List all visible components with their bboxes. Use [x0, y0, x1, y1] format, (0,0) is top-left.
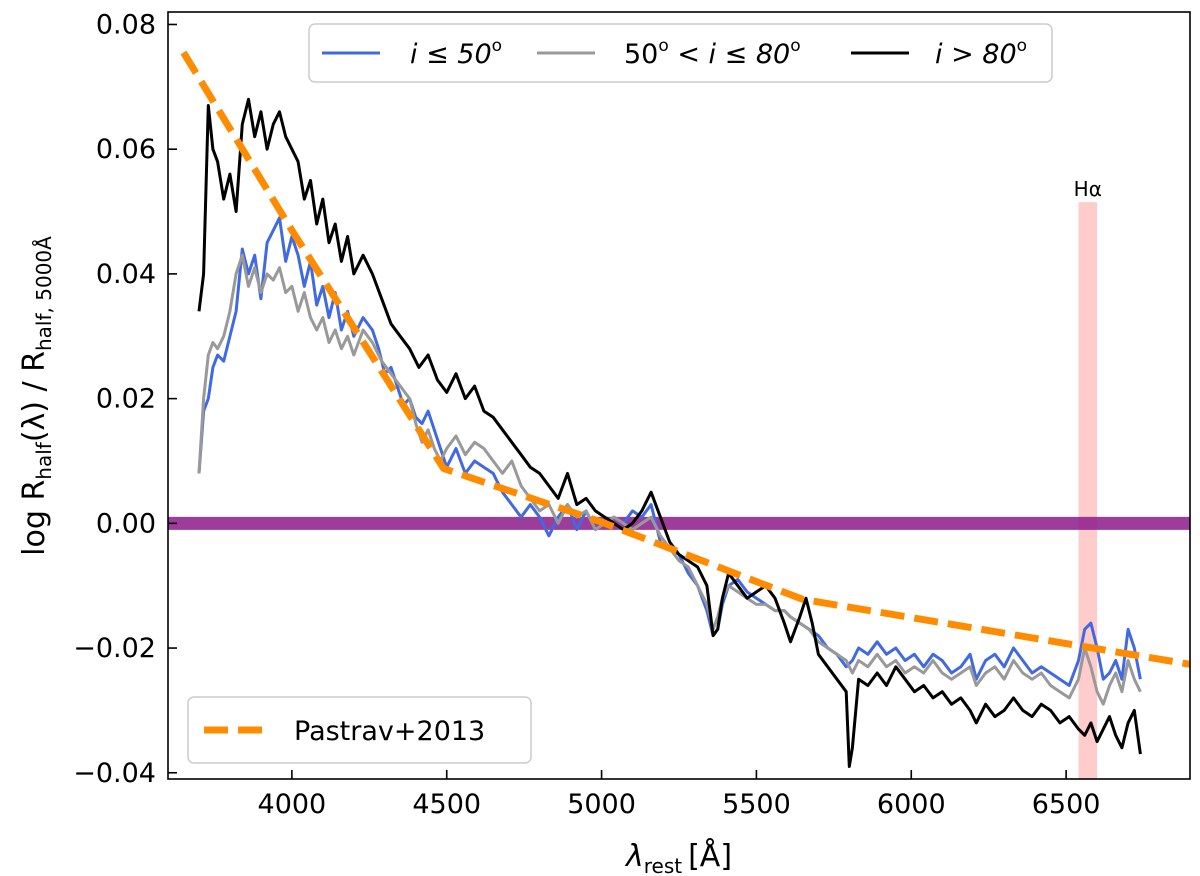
halpha-band [1078, 202, 1098, 779]
y-axis-ticks: −0.04 −0.02 0.00 0.02 0.04 0.06 0.08 [73, 9, 177, 789]
legend-top: i ≤ 50o 50o < i ≤ 80o i > 80o [308, 23, 1053, 83]
y-tick-label: 0.00 [96, 508, 156, 539]
legend-top-box [308, 23, 1053, 83]
plot-frame [167, 11, 1191, 780]
x-tick-label: 5500 [722, 789, 791, 820]
legend-label-i-gt-80: i > 80o [935, 36, 1027, 70]
legend-label-i-le-50: i ≤ 50o [410, 36, 502, 70]
series-line-i-gt-80 [197, 97, 1142, 768]
halpha-label: Hα [1074, 177, 1102, 201]
legend-bottom-box [187, 696, 532, 764]
legend-label-pastrav-2013: Pastrav+2013 [294, 716, 485, 747]
x-tick-label: 4500 [412, 789, 481, 820]
series-line-i-le-50 [197, 216, 1142, 687]
x-tick-label: 6000 [877, 789, 946, 820]
series-line-50-80 [197, 253, 1142, 706]
y-tick-label: 0.04 [96, 259, 156, 290]
x-axis-ticks: 4000 4500 5000 5500 6000 6500 [258, 770, 1101, 820]
y-tick-label: −0.02 [73, 633, 156, 664]
y-tick-label: 0.06 [96, 134, 156, 165]
series-line-pastrav-2013 [180, 50, 1190, 668]
y-tick-label: 0.08 [96, 9, 156, 40]
legend-bottom: Pastrav+2013 [187, 696, 532, 764]
x-tick-label: 5000 [567, 789, 636, 820]
y-tick-label: 0.02 [96, 384, 156, 415]
x-tick-label: 4000 [258, 789, 327, 820]
y-axis-label: log Rhalf(λ) / Rhalf, 5000Å [17, 236, 56, 556]
x-tick-label: 6500 [1032, 789, 1101, 820]
legend-label-50-80: 50o < i ≤ 80o [624, 36, 801, 70]
y-tick-label: −0.04 [73, 758, 156, 789]
x-axis-label: λrest [Å] [624, 838, 732, 876]
